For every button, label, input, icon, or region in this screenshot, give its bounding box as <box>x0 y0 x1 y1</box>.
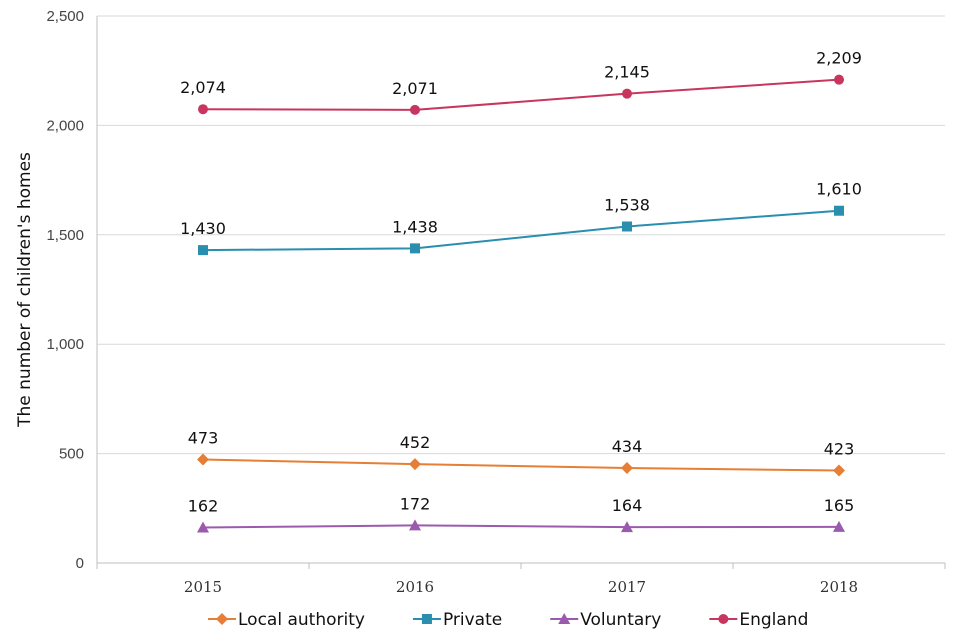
legend: Local authority Private Voluntary England <box>208 610 808 630</box>
data-point-local-authority <box>197 453 209 466</box>
data-label-voluntary: 164 <box>612 496 643 515</box>
x-tick-label: 2017 <box>608 578 646 596</box>
legend-marker-voluntary <box>558 613 571 624</box>
data-label-local-authority: 473 <box>188 429 219 448</box>
data-point-england <box>410 104 420 115</box>
data-point-voluntary <box>621 521 633 533</box>
data-point-private <box>834 205 844 216</box>
legend-item-voluntary: Voluntary <box>550 610 661 630</box>
y-tick-label: 500 <box>59 446 84 463</box>
data-label-england: 2,209 <box>816 49 862 68</box>
data-point-private <box>198 245 208 256</box>
x-tick-label: 2018 <box>820 578 858 596</box>
series-line-local-authority <box>202 458 840 472</box>
legend-label: Local authority <box>238 610 365 630</box>
data-label-voluntary: 172 <box>400 494 431 513</box>
data-label-private: 1,610 <box>816 180 862 199</box>
legend-item-local-authority: Local authority <box>208 610 365 630</box>
data-point-voluntary <box>833 520 845 532</box>
data-label-england: 2,074 <box>180 78 226 97</box>
legend-marker-local-authority <box>216 613 228 625</box>
data-point-england <box>834 74 844 85</box>
data-label-local-authority: 452 <box>400 433 431 452</box>
legend-label: England <box>739 610 808 630</box>
data-label-voluntary: 165 <box>824 496 855 515</box>
data-point-private <box>410 243 420 254</box>
data-point-local-authority <box>833 464 845 477</box>
data-point-private <box>622 221 632 232</box>
gridlines <box>97 15 945 455</box>
data-label-voluntary: 162 <box>188 497 219 516</box>
data-label-england: 2,145 <box>604 63 650 82</box>
legend-item-england: England <box>709 610 808 630</box>
legend-item-private: Private <box>412 610 502 630</box>
y-tick-label: 1,000 <box>46 336 84 353</box>
x-tick-label: 2016 <box>396 578 434 596</box>
y-tick-label: 0 <box>76 555 84 572</box>
data-label-private: 1,438 <box>392 217 438 236</box>
x-tick-label: 2015 <box>184 578 222 596</box>
series-line-voluntary <box>202 524 840 529</box>
series-line-england <box>202 78 840 111</box>
y-tick-label: 2,000 <box>46 117 84 134</box>
data-point-voluntary <box>197 521 209 533</box>
data-label-england: 2,071 <box>392 79 438 98</box>
y-tick-label: 1,500 <box>46 227 84 244</box>
data-labels: 473 452 434 423 1,430 1,438 1,538 1,610 162 172 16… <box>180 49 862 516</box>
data-point-local-authority <box>621 462 633 475</box>
data-label-private: 1,538 <box>604 195 650 214</box>
data-point-england <box>622 88 632 99</box>
series-group <box>197 74 845 533</box>
data-label-local-authority: 434 <box>612 437 643 456</box>
data-label-local-authority: 423 <box>824 439 855 458</box>
data-point-voluntary <box>409 519 421 531</box>
series-line-private <box>202 209 840 252</box>
axes: 0 500 1,000 1,500 2,000 2,500 2015 2016 2017 2018… <box>15 8 946 596</box>
y-axis-title: The number of children's homes <box>15 152 35 428</box>
legend-marker-private <box>421 614 432 624</box>
y-tick-label: 2,500 <box>46 8 84 25</box>
data-point-local-authority <box>409 458 421 471</box>
data-label-private: 1,430 <box>180 219 226 238</box>
legend-label: Voluntary <box>580 610 661 630</box>
legend-label: Private <box>443 610 502 630</box>
data-point-england <box>198 104 208 115</box>
legend-marker-england <box>718 614 729 624</box>
